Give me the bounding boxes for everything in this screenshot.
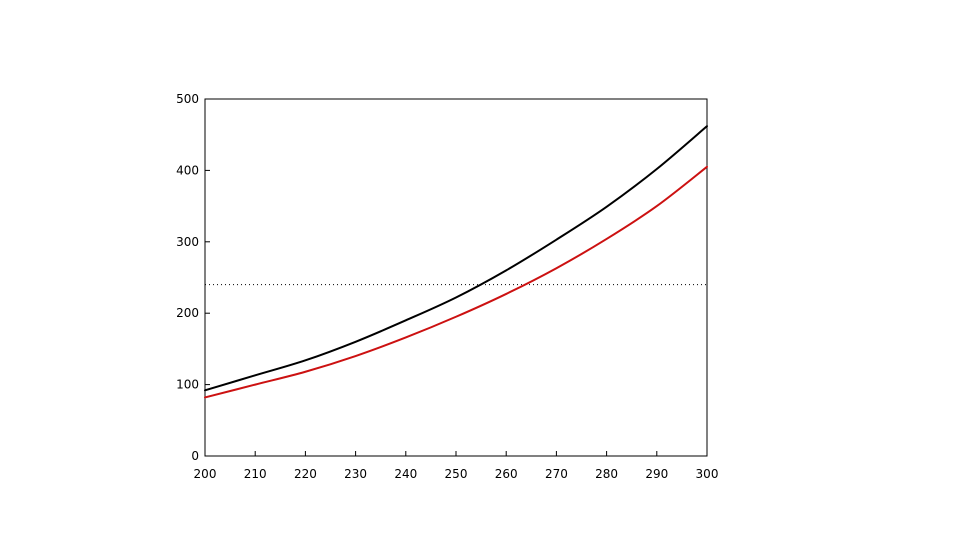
y-tick-label: 200 [176, 306, 199, 320]
series-line-2 [204, 165, 708, 399]
y-ticks: 0 100 200 300 400 500 [176, 92, 210, 463]
x-tick-label: 270 [545, 467, 568, 481]
series-layer [204, 125, 708, 399]
x-tick-label: 230 [344, 467, 367, 481]
x-tick-label: 260 [495, 467, 518, 481]
x-tick-label: 240 [394, 467, 417, 481]
y-tick-label: 300 [176, 235, 199, 249]
x-tick-label: 300 [696, 467, 719, 481]
y-tick-label: 100 [176, 378, 199, 392]
x-tick-label: 220 [294, 467, 317, 481]
plot-area-frame [204, 98, 708, 457]
x-tick-label: 280 [595, 467, 618, 481]
y-tick-label: 400 [176, 163, 199, 177]
y-tick-label: 0 [191, 449, 199, 463]
x-tick-label: 200 [194, 467, 217, 481]
axes [204, 98, 708, 457]
x-tick-label: 210 [244, 467, 267, 481]
x-tick-label: 290 [645, 467, 668, 481]
series-line-1 [204, 125, 708, 392]
y-tick-label: 500 [176, 92, 199, 106]
x-ticks: 200 210 220 230 240 250 260 270 280 290 300 [194, 451, 719, 481]
x-tick-label: 250 [445, 467, 468, 481]
